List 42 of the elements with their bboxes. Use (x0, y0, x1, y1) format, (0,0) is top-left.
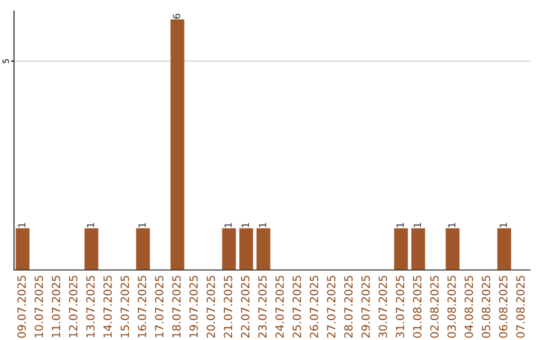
data-label: 1 (224, 222, 232, 228)
x-tick-label: 14.07.2025 (103, 276, 112, 338)
x-tick-label: 28.07.2025 (344, 276, 353, 338)
data-label: 6 (172, 14, 180, 19)
x-tick-label: 30.07.2025 (378, 276, 388, 338)
x-tick-label: 12.07.2025 (69, 276, 78, 338)
x-tick-label: 16.07.2025 (138, 276, 146, 338)
x-tick-label: 22.07.2025 (241, 276, 250, 338)
data-label: 1 (86, 222, 94, 228)
data-label: 1 (242, 222, 249, 228)
x-tick-label: 21.07.2025 (224, 276, 232, 338)
x-tick-label: 05.08.2025 (482, 276, 490, 338)
x-tick-label: 02.08.2025 (430, 276, 439, 338)
x-tick-label: 04.08.2025 (464, 276, 474, 338)
x-tick-label: 09.07.2025 (17, 276, 26, 338)
data-label: 1 (258, 222, 266, 228)
data-label: 1 (500, 222, 507, 228)
x-tick-label: 20.07.2025 (206, 276, 216, 338)
x-tick-label: 27.07.2025 (327, 276, 336, 338)
data-label: 1 (396, 222, 404, 228)
data-label: 1 (448, 222, 456, 228)
x-tick-label: 07.08.2025 (516, 276, 525, 338)
x-tick-label: 10.07.2025 (34, 276, 44, 338)
x-tick-label: 01.08.2025 (413, 276, 422, 338)
data-label: 1 (138, 222, 146, 228)
x-tick-label: 03.08.2025 (447, 276, 456, 338)
x-tick-label: 31.07.2025 (396, 276, 404, 338)
y-tick-label: 5 (2, 59, 9, 64)
x-tick-label: 25.07.2025 (292, 276, 302, 338)
x-tick-label: 24.07.2025 (275, 276, 284, 338)
x-tick-label: 11.07.2025 (52, 276, 60, 338)
x-tick-label: 19.07.2025 (189, 276, 198, 338)
x-tick-label: 23.07.2025 (258, 276, 267, 338)
x-tick-label: 29.07.2025 (361, 276, 370, 338)
x-tick-label: 26.07.2025 (310, 276, 318, 338)
data-label: 1 (18, 222, 26, 228)
x-tick-label: 06.08.2025 (499, 276, 508, 338)
x-tick-label: 17.07.2025 (155, 276, 164, 338)
data-label: 1 (414, 222, 421, 228)
x-tick-label: 15.07.2025 (120, 276, 130, 338)
x-tick-label: 13.07.2025 (86, 276, 95, 338)
x-tick-label: 18.07.2025 (172, 276, 181, 338)
